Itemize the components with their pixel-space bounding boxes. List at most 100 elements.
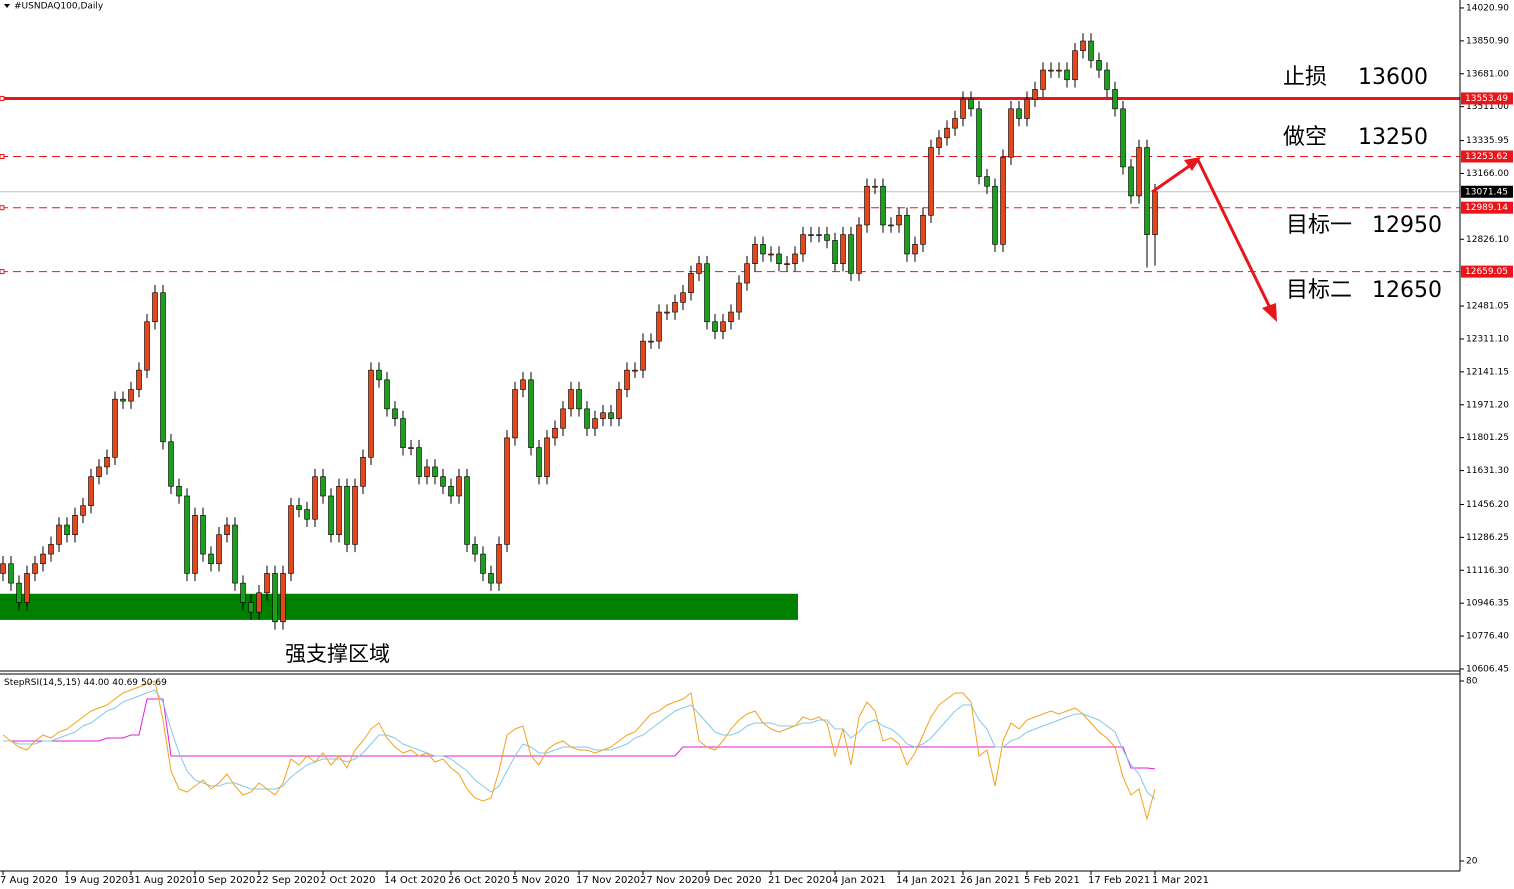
x-tick-label: 4 Jan 2021 bbox=[832, 875, 886, 886]
annotation-label: 止损 bbox=[1283, 65, 1327, 90]
candle-body bbox=[624, 369, 630, 390]
y-tick-label: 11116.30 bbox=[1466, 566, 1509, 576]
candle-body bbox=[856, 224, 862, 274]
y-tick-label: 14020.90 bbox=[1466, 3, 1509, 13]
candle-body bbox=[1080, 40, 1086, 52]
annotation-label: 目标一 bbox=[1286, 213, 1352, 238]
candle-body bbox=[1056, 69, 1062, 72]
y-tick-label: 12826.10 bbox=[1466, 235, 1509, 245]
y-tick-label: 11286.25 bbox=[1466, 533, 1509, 543]
candle-body bbox=[456, 476, 462, 497]
candle-body bbox=[1064, 69, 1070, 81]
arrowhead bbox=[1262, 303, 1277, 322]
candle-body bbox=[160, 292, 166, 443]
candle-body bbox=[80, 505, 86, 516]
candle-body bbox=[344, 486, 350, 545]
candle-body bbox=[664, 311, 670, 314]
candle-body bbox=[480, 553, 486, 574]
candle-body bbox=[728, 311, 734, 323]
candle-body bbox=[568, 389, 574, 410]
candle-body bbox=[672, 302, 678, 313]
candle-body bbox=[632, 369, 638, 372]
candle-body bbox=[472, 544, 478, 555]
candle-body bbox=[768, 253, 774, 256]
y-tick-label: 10946.35 bbox=[1466, 599, 1509, 609]
candle-body bbox=[304, 509, 310, 520]
candle-body bbox=[1048, 69, 1054, 72]
candle-body bbox=[272, 573, 278, 623]
candle-body bbox=[512, 389, 518, 439]
candle-body bbox=[256, 592, 262, 613]
price-box bbox=[1461, 265, 1513, 278]
candle-body bbox=[912, 244, 918, 255]
candle-body bbox=[248, 602, 254, 613]
candle-body bbox=[200, 515, 206, 555]
annotation-value: 12950 bbox=[1372, 213, 1442, 238]
y-tick-label: 20 bbox=[1466, 857, 1478, 867]
candle-body bbox=[1152, 191, 1158, 235]
x-tick-label: 10 Sep 2020 bbox=[192, 875, 255, 886]
price-box bbox=[1461, 150, 1513, 163]
candle-body bbox=[1024, 98, 1030, 119]
candle-body bbox=[56, 524, 62, 545]
candle-body bbox=[968, 98, 974, 110]
candle-body bbox=[680, 292, 686, 303]
candle-body bbox=[432, 466, 438, 477]
y-tick-label: 13166.00 bbox=[1466, 169, 1509, 179]
candle-body bbox=[32, 563, 38, 574]
level-handle bbox=[0, 95, 5, 101]
candle-body bbox=[24, 573, 30, 603]
candle-body bbox=[208, 553, 214, 565]
x-tick-label: 9 Dec 2020 bbox=[704, 875, 762, 886]
candle-body bbox=[792, 253, 798, 264]
candle-body bbox=[608, 412, 614, 419]
candle-body bbox=[576, 389, 582, 410]
candle-body bbox=[400, 418, 406, 448]
candle-body bbox=[240, 582, 246, 603]
candle-body bbox=[48, 544, 54, 555]
candle-body bbox=[704, 263, 710, 323]
candle-body bbox=[184, 495, 190, 574]
candle-body bbox=[192, 515, 198, 574]
candle-body bbox=[1104, 69, 1110, 90]
candle-body bbox=[416, 447, 422, 477]
candle-body bbox=[64, 524, 70, 536]
candle-body bbox=[1096, 60, 1102, 71]
candle-body bbox=[1144, 147, 1150, 235]
y-tick-label: 11971.20 bbox=[1466, 400, 1509, 410]
candle-body bbox=[440, 476, 446, 487]
candle-body bbox=[712, 321, 718, 332]
y-tick-label: 11456.20 bbox=[1466, 500, 1509, 510]
candle-body bbox=[136, 369, 142, 390]
candle-body bbox=[696, 263, 702, 274]
x-tick-label: 2 Oct 2020 bbox=[320, 875, 375, 886]
candle-body bbox=[168, 441, 174, 487]
candle-body bbox=[104, 456, 110, 468]
annotation-value: 13250 bbox=[1358, 125, 1428, 150]
price-box-label: 13553.49 bbox=[1465, 94, 1508, 104]
candle-body bbox=[152, 292, 158, 323]
y-tick-label: 80 bbox=[1466, 677, 1478, 687]
candle-body bbox=[688, 273, 694, 294]
x-tick-label: 26 Jan 2021 bbox=[960, 875, 1020, 886]
candle-body bbox=[616, 389, 622, 419]
level-handle bbox=[0, 205, 5, 211]
x-tick-label: 1 Mar 2021 bbox=[1152, 875, 1209, 886]
indicator-value: 40.69 bbox=[112, 678, 138, 688]
candle-body bbox=[832, 240, 838, 264]
candle-body bbox=[120, 398, 126, 402]
candle-body bbox=[592, 418, 598, 429]
candle-body bbox=[320, 476, 326, 497]
indicator-line bbox=[3, 689, 1156, 800]
candle-body bbox=[264, 573, 270, 594]
candle-body bbox=[816, 234, 822, 236]
candle-body bbox=[1088, 40, 1094, 61]
candle-body bbox=[872, 185, 878, 188]
candle-body bbox=[640, 340, 646, 371]
annotation-value: 13600 bbox=[1358, 65, 1428, 90]
candle-body bbox=[352, 486, 358, 545]
x-tick-label: 5 Nov 2020 bbox=[512, 875, 570, 886]
x-tick-label: 5 Feb 2021 bbox=[1024, 875, 1080, 886]
candle-body bbox=[360, 456, 366, 487]
